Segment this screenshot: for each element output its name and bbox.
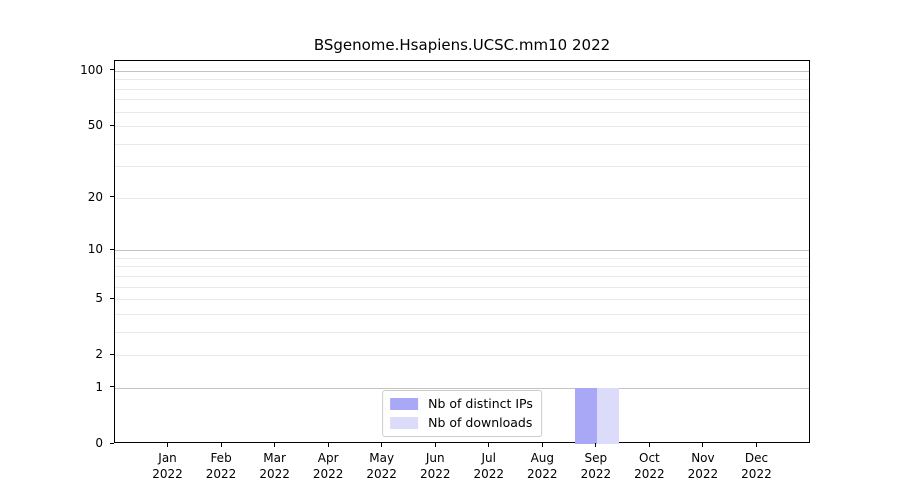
y-axis-tick — [110, 386, 114, 388]
x-axis-tick — [648, 443, 650, 447]
x-tick-label: Mar 2022 — [235, 451, 315, 482]
x-tick-month: Feb — [210, 451, 232, 465]
bar-distinct-ips — [574, 387, 597, 444]
legend-label-downloads: Nb of downloads — [428, 415, 533, 430]
gridline-minor — [115, 88, 809, 90]
y-tick-label: 0 — [95, 436, 103, 450]
x-axis-tick — [541, 443, 543, 447]
x-tick-label: Dec 2022 — [716, 451, 796, 482]
grid-layer — [115, 61, 809, 442]
gridline-minor — [115, 331, 809, 333]
legend: Nb of distinct IPs Nb of downloads — [382, 390, 542, 437]
x-tick-label: Oct 2022 — [609, 451, 689, 482]
x-tick-month: Nov — [691, 451, 715, 465]
gridline-minor — [115, 313, 809, 315]
y-axis-tick — [110, 248, 114, 250]
x-tick-year: 2022 — [366, 466, 397, 481]
y-axis-tick — [110, 124, 114, 126]
x-axis-tick — [434, 443, 436, 447]
gridline-minor — [115, 126, 809, 128]
gridline-minor — [115, 197, 809, 199]
y-axis-tick — [110, 353, 114, 355]
x-axis-tick — [167, 443, 169, 447]
x-tick-year: 2022 — [634, 466, 665, 481]
x-tick-month: Oct — [639, 451, 660, 465]
x-tick-label: Jan 2022 — [128, 451, 208, 482]
legend-label-distinct-ips: Nb of distinct IPs — [428, 396, 533, 411]
x-tick-label: Nov 2022 — [663, 451, 743, 482]
x-tick-month: May — [369, 451, 395, 465]
x-tick-year: 2022 — [580, 466, 612, 481]
y-tick-label: 50 — [87, 118, 103, 133]
bar-downloads — [596, 387, 619, 444]
x-tick-year: 2022 — [687, 466, 719, 481]
x-axis-tick — [755, 443, 757, 447]
gridline-major — [115, 250, 809, 252]
legend-swatch-downloads — [390, 417, 419, 429]
x-tick-label: Jun 2022 — [395, 451, 475, 482]
bar-layer — [115, 61, 809, 444]
x-tick-label: Apr 2022 — [288, 451, 368, 482]
x-tick-year: 2022 — [205, 466, 237, 481]
x-tick-year: 2022 — [527, 466, 558, 481]
y-tick-label: 20 — [87, 189, 103, 204]
x-tick-year: 2022 — [312, 466, 344, 481]
x-tick-month: Jun — [425, 451, 445, 465]
gridline-major — [115, 387, 809, 389]
gridline-minor — [115, 143, 809, 145]
gridline-minor — [115, 166, 809, 168]
gridline-minor — [115, 79, 809, 81]
x-axis-tick — [488, 443, 490, 447]
gridline-minor — [115, 275, 809, 277]
gridline-minor — [115, 355, 809, 357]
x-tick-month: Dec — [744, 451, 769, 465]
x-tick-label: Jul 2022 — [449, 451, 529, 482]
gridline-minor — [115, 286, 809, 288]
x-axis-tick — [327, 443, 329, 447]
plot-area: Nb of distinct IPs Nb of downloads — [114, 60, 810, 444]
gridline-minor — [115, 266, 809, 268]
gridline-major — [115, 70, 809, 72]
x-axis-tick — [702, 443, 704, 447]
x-axis-tick — [381, 443, 383, 447]
x-tick-year: 2022 — [419, 466, 451, 481]
legend-item-downloads: Nb of downloads — [390, 416, 533, 430]
gridline-minor — [115, 99, 809, 101]
x-tick-label: Aug 2022 — [502, 451, 582, 482]
x-tick-year: 2022 — [741, 466, 772, 481]
x-axis-tick — [220, 443, 222, 447]
x-tick-year: 2022 — [152, 466, 183, 481]
y-tick-label: 5 — [95, 291, 103, 306]
x-tick-month: Aug — [530, 451, 555, 465]
y-tick-label: 10 — [87, 242, 103, 257]
gridline-minor — [115, 111, 809, 113]
y-tick-label: 2 — [95, 347, 103, 362]
y-tick-label: 100 — [80, 62, 103, 77]
x-tick-month: Sep — [584, 451, 608, 465]
legend-swatch-distinct-ips — [390, 398, 419, 410]
x-tick-label: Feb 2022 — [181, 451, 261, 482]
y-axis-tick — [110, 442, 114, 444]
gridline-minor — [115, 257, 809, 259]
y-tick-label: 1 — [95, 379, 103, 394]
x-tick-month: Jul — [481, 451, 496, 465]
chart-title: BSgenome.Hsapiens.UCSC.mm10 2022 — [313, 36, 611, 54]
gridline-minor — [115, 299, 809, 301]
x-tick-month: Mar — [263, 451, 286, 465]
x-tick-label: Sep 2022 — [556, 451, 636, 482]
x-tick-year: 2022 — [259, 466, 290, 481]
y-axis-tick — [110, 297, 114, 299]
x-tick-year: 2022 — [473, 466, 505, 481]
legend-item-distinct-ips: Nb of distinct IPs — [390, 397, 533, 411]
x-tick-month: Apr — [317, 451, 339, 465]
y-axis-tick — [110, 196, 114, 198]
y-axis-tick — [110, 69, 114, 71]
x-tick-month: Jan — [158, 451, 177, 465]
x-tick-label: May 2022 — [342, 451, 422, 482]
x-axis-tick — [274, 443, 276, 447]
x-axis-tick — [595, 443, 597, 447]
